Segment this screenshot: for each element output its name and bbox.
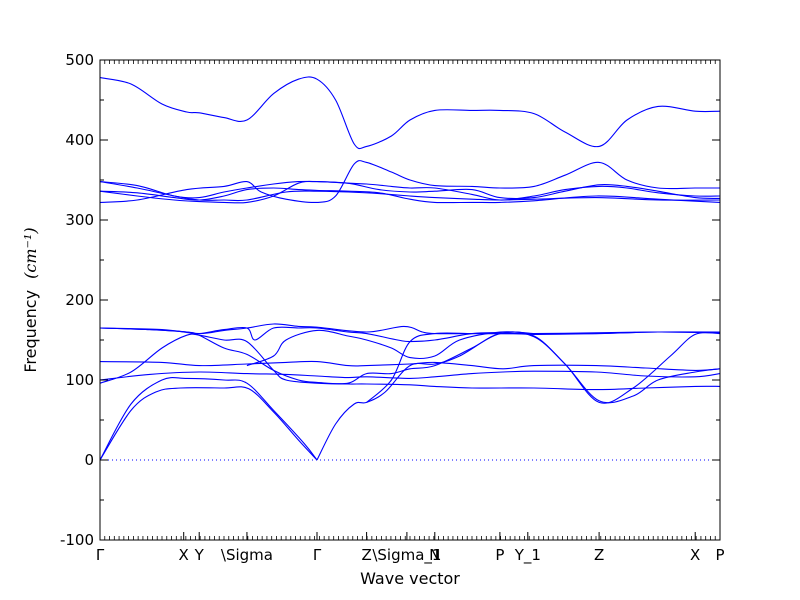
x-tick-label: Y	[194, 546, 205, 564]
x-tick-label: P	[495, 546, 504, 564]
branch-line-10	[316, 331, 721, 461]
branch-line-2	[99, 377, 318, 461]
branch-line-5	[99, 360, 721, 371]
y-tick-label: 0	[84, 451, 94, 469]
x-tick-label: Γ	[96, 546, 105, 564]
x-axis-ticks: Γ X Y \Sigma Γ Z \Sigma_1N P Y_1 Z X P	[96, 60, 725, 565]
branch-line-17	[99, 76, 721, 150]
branch-line-14	[99, 180, 721, 204]
branch-line-16	[99, 180, 721, 200]
branch-line-3	[99, 370, 721, 381]
y-tick-label: 100	[65, 371, 94, 389]
x-axis-label: Wave vector	[360, 569, 460, 588]
x-tick-label: Z	[361, 546, 371, 564]
x-tick-label: \Sigma_1	[372, 546, 441, 565]
y-axis-label-unit: (cm⁻¹)	[21, 227, 40, 278]
y-tick-label: 300	[65, 211, 94, 229]
plot-frame	[99, 59, 721, 541]
x-tick-label: Y_1	[514, 546, 541, 565]
y-axis-label: Frequency (cm⁻¹)	[21, 227, 40, 372]
branch-line-12	[99, 160, 720, 204]
x-tick-label: P	[715, 546, 724, 564]
x-tick-label: Z	[594, 546, 604, 564]
y-tick-label: 500	[65, 51, 94, 69]
y-tick-label: 200	[65, 291, 94, 309]
branch-line-15	[99, 187, 721, 204]
branch-line-11	[366, 331, 721, 403]
y-tick-label: 400	[65, 131, 94, 149]
phonon-branches	[99, 76, 721, 461]
x-tick-label: Γ	[313, 546, 322, 564]
branch-line-1	[99, 386, 318, 461]
y-axis-label-text: Frequency	[21, 290, 40, 373]
x-tick-label: N	[429, 546, 440, 564]
y-axis-ticks: -100 0 100 200 300 400 500	[60, 51, 720, 549]
y-tick-label: -100	[60, 531, 94, 549]
branch-line-9	[246, 329, 535, 367]
x-tick-label: X	[179, 546, 189, 564]
x-tick-label: \Sigma	[221, 546, 273, 564]
x-tick-label: X	[690, 546, 700, 564]
